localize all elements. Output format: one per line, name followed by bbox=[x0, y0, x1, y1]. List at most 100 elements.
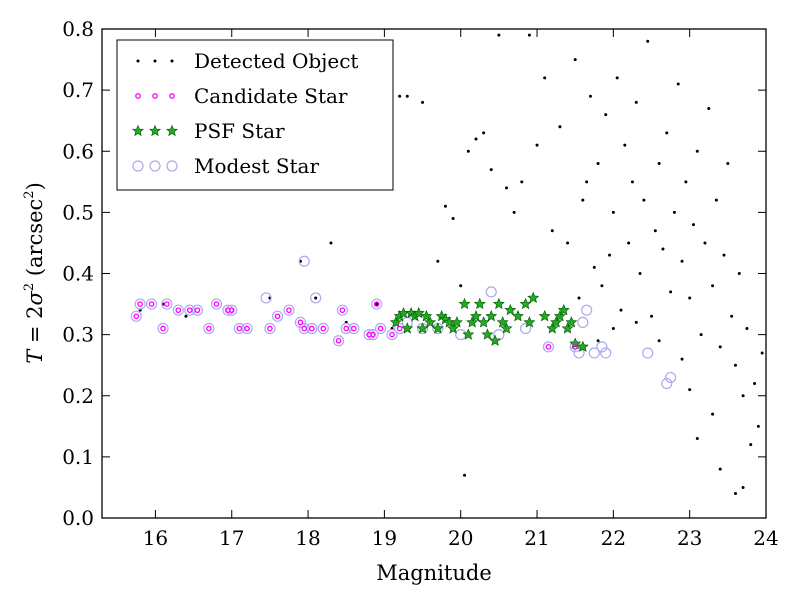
legend-item-psf-star: PSF Star bbox=[132, 119, 285, 143]
point-detected-object bbox=[611, 327, 615, 331]
point-detected-object bbox=[520, 180, 524, 184]
y-tick-label: 0.2 bbox=[62, 384, 94, 408]
y-tick-label: 0.5 bbox=[62, 200, 94, 224]
point-modest-star bbox=[336, 304, 349, 316]
point-detected-object bbox=[741, 485, 745, 489]
legend-item-candidate-star: Candidate Star bbox=[135, 84, 348, 108]
point-candidate-star bbox=[335, 337, 342, 344]
point-modest-star bbox=[203, 322, 215, 335]
y-title-T: T bbox=[23, 348, 47, 364]
point-detected-object bbox=[600, 284, 604, 288]
point-detected-object bbox=[463, 473, 467, 477]
point-candidate-star bbox=[389, 331, 395, 338]
point-candidate-star bbox=[236, 325, 243, 332]
point-modest-star bbox=[573, 347, 585, 359]
legend-marker-detected-object bbox=[136, 59, 140, 63]
legend-marker-candidate-star bbox=[169, 93, 175, 99]
point-detected-object bbox=[604, 113, 608, 117]
legend-label-detected-object: Detected Object bbox=[194, 49, 358, 73]
point-detected-object bbox=[596, 339, 600, 343]
y-tick-label: 0.4 bbox=[62, 262, 94, 286]
point-psf-star bbox=[489, 334, 502, 346]
point-detected-object bbox=[588, 94, 592, 98]
legend-marker-detected-object bbox=[170, 59, 174, 63]
legend-item-detected-object: Detected Object bbox=[136, 49, 358, 73]
point-modest-star bbox=[298, 255, 310, 267]
point-candidate-star bbox=[297, 319, 304, 326]
point-candidate-star bbox=[175, 307, 182, 314]
point-psf-star bbox=[576, 340, 589, 352]
point-psf-star bbox=[485, 310, 498, 322]
point-psf-star bbox=[389, 316, 402, 328]
point-candidate-star bbox=[396, 325, 403, 332]
point-detected-object bbox=[482, 131, 486, 135]
points-layer bbox=[130, 33, 764, 496]
x-axis: 16 17 18 19 20 21 22 23 24 bbox=[143, 29, 779, 550]
point-detected-object bbox=[684, 180, 688, 184]
point-detected-object bbox=[558, 125, 562, 129]
y-tick-label: 0.1 bbox=[62, 445, 94, 469]
legend-marker-modest-star bbox=[149, 160, 161, 172]
point-candidate-star bbox=[286, 307, 292, 314]
point-detected-object bbox=[753, 382, 757, 386]
x-tick-label: 17 bbox=[219, 526, 244, 550]
series-psf-star bbox=[389, 291, 589, 352]
point-modest-star bbox=[485, 286, 497, 298]
point-modest-star bbox=[367, 329, 379, 341]
point-modest-star bbox=[271, 310, 284, 322]
point-detected-object bbox=[451, 216, 455, 220]
legend-marker-psf-star bbox=[149, 124, 161, 137]
legend-marker-candidate-star bbox=[152, 93, 158, 99]
point-detected-object bbox=[737, 272, 741, 275]
point-candidate-star bbox=[244, 325, 250, 332]
point-detected-object bbox=[398, 94, 402, 98]
point-detected-object bbox=[474, 137, 478, 141]
point-psf-star bbox=[466, 316, 479, 328]
point-candidate-star bbox=[160, 325, 166, 332]
point-detected-object bbox=[329, 241, 333, 245]
point-detected-object bbox=[634, 100, 638, 104]
point-psf-star bbox=[550, 316, 563, 328]
point-detected-object bbox=[718, 467, 722, 471]
point-psf-star bbox=[477, 316, 490, 328]
point-modest-star bbox=[371, 298, 383, 310]
point-detected-object bbox=[711, 412, 715, 416]
point-candidate-star bbox=[274, 313, 281, 320]
x-tick-label: 21 bbox=[524, 526, 549, 550]
x-tick-label: 16 bbox=[143, 526, 168, 550]
point-detected-object bbox=[657, 339, 661, 343]
point-psf-star bbox=[546, 322, 559, 334]
point-modest-star bbox=[134, 298, 146, 310]
point-detected-object bbox=[596, 161, 600, 165]
point-detected-object bbox=[459, 284, 463, 288]
legend-marker-detected-object bbox=[153, 59, 157, 63]
point-modest-star bbox=[317, 322, 329, 335]
point-detected-object bbox=[691, 223, 695, 227]
point-detected-object bbox=[650, 314, 654, 318]
x-axis-title: Magnitude bbox=[376, 561, 492, 585]
point-psf-star bbox=[523, 316, 536, 328]
point-psf-star bbox=[504, 303, 517, 316]
point-detected-object bbox=[543, 76, 547, 80]
point-detected-object bbox=[581, 198, 585, 202]
point-detected-object bbox=[527, 33, 531, 37]
point-detected-object bbox=[375, 302, 379, 306]
point-modest-star bbox=[146, 298, 158, 310]
point-detected-object bbox=[184, 314, 188, 318]
point-detected-object bbox=[512, 210, 516, 214]
point-psf-star bbox=[553, 310, 566, 322]
point-psf-star bbox=[527, 291, 540, 304]
point-detected-object bbox=[741, 394, 745, 398]
point-detected-object bbox=[688, 296, 692, 300]
y-tick-label: 0.0 bbox=[62, 506, 94, 530]
point-modest-star bbox=[260, 292, 272, 304]
point-detected-object bbox=[573, 58, 577, 62]
y-title-unit-sq: 2 bbox=[22, 190, 37, 198]
point-detected-object bbox=[585, 180, 589, 184]
point-modest-star bbox=[222, 304, 234, 316]
point-modest-star bbox=[226, 304, 238, 316]
point-detected-object bbox=[608, 253, 612, 257]
point-psf-star bbox=[450, 316, 463, 328]
y-tick-label: 0.8 bbox=[62, 17, 94, 41]
